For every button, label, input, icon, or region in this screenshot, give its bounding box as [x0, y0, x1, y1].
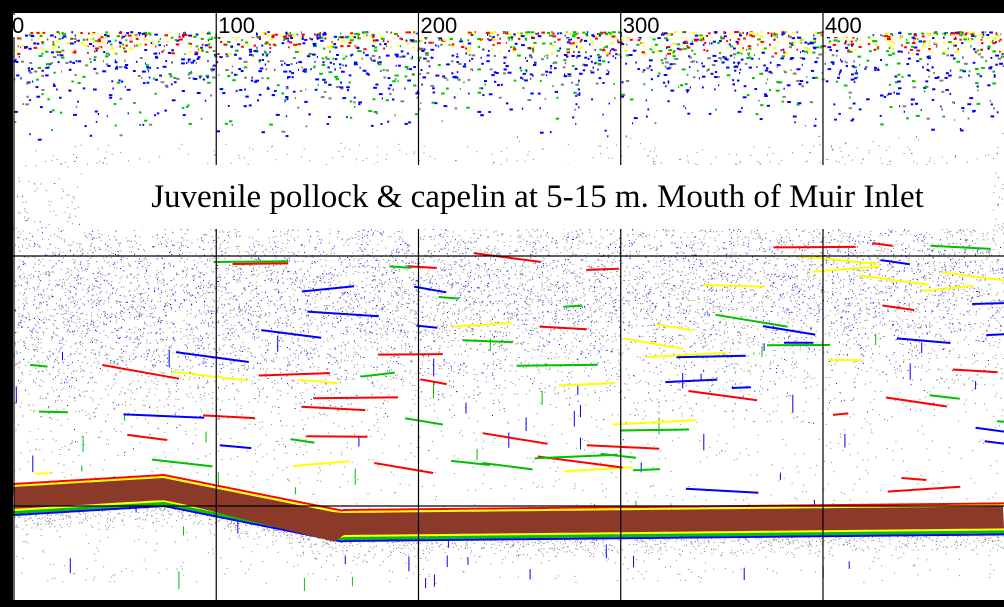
x-tick-100: 100 — [217, 13, 256, 38]
title-box: Juvenile pollock & capelin at 5-15 m. Mo… — [82, 165, 993, 229]
chart-title: Juvenile pollock & capelin at 5-15 m. Mo… — [151, 178, 924, 215]
x-tick-200: 200 — [419, 13, 459, 38]
backscatter-noise — [13, 31, 1004, 592]
echogram-plot: 0 100 200 300 400 Juvenile pollock & capelin… — [13, 13, 1004, 600]
echogram-svg — [13, 13, 1004, 600]
x-tick-0: 0 — [13, 13, 26, 38]
seabed-echo — [13, 478, 1004, 542]
x-tick-400: 400 — [823, 13, 863, 38]
grid-lines — [13, 13, 1004, 600]
fish-traces — [30, 242, 1004, 495]
x-tick-300: 300 — [621, 13, 661, 38]
